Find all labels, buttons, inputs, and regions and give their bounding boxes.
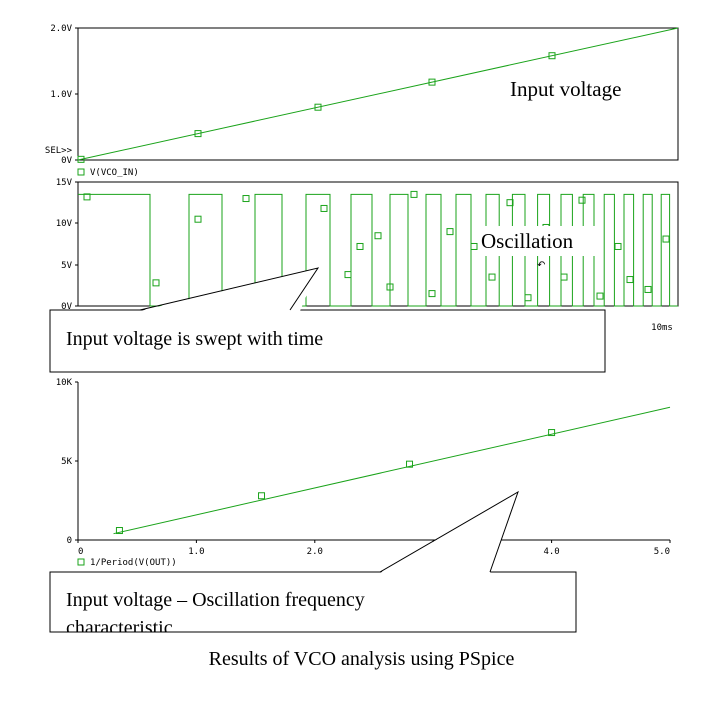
chart3-xtick-label: 5.0 [654,547,670,557]
chart1-ytick-label: 0V [61,156,72,166]
oscillation-point [614,242,622,250]
chart2-xtick-end-label: 10ms [651,323,673,333]
oscillation-point [356,242,364,250]
oscillation-point [428,290,436,298]
chart1-legend-marker [77,168,85,176]
chart1-ytick-label: 2.0V [50,24,72,34]
oscillation-point [578,196,586,204]
oscillation-point [524,294,532,302]
chart3-ytick-label: 10K [56,378,73,388]
oscillation-point [446,228,454,236]
frequency-callout-line1: Input voltage – Oscillation frequency [66,589,365,611]
oscillation-point [596,292,604,300]
oscillation-point [410,190,418,198]
oscillation-markers [83,190,670,309]
oscillation-point [386,283,394,291]
input-voltage-annotation: Input voltage [510,77,621,101]
chart3-xtick-label: 2.0 [307,547,323,557]
chart3-xtick-label: 0 [78,547,83,557]
sweep-callout-box [49,309,606,373]
chart2-ytick-label: 10V [56,219,73,229]
oscillation-point [488,273,496,281]
cursor-mark: ↶ [537,260,545,271]
chart3-xtick-label: 4.0 [543,547,559,557]
sel-label: SEL>> [45,146,73,156]
input-voltage-point [77,155,85,163]
frequency-point [548,429,556,437]
oscillation-point [560,273,568,281]
frequency-callout-pointer [379,490,519,573]
oscillation-point [83,193,91,201]
frequency-series-line [113,406,671,535]
chart3-ytick-label: 5K [61,457,72,467]
figure-caption: Results of VCO analysis using PSpice [208,648,515,670]
chart3-ytick-label: 0 [67,536,72,546]
input-voltage-series-line [77,27,679,161]
oscillation-point [374,232,382,240]
chart3-x-ticks: 01.02.03.04.05.0 [77,540,671,557]
oscillation-point [194,215,202,223]
frequency-callout-line2: characteristic [66,617,173,639]
frequency-markers [115,429,556,535]
oscillation-point [626,276,634,284]
oscillation-point [152,279,160,287]
chart2-ytick-label: 0V [61,302,72,312]
sweep-callout: Input voltage is swept with time [49,267,606,373]
input-voltage-markers [77,52,556,163]
input-voltage-point [314,103,322,111]
input-voltage-point [194,130,202,138]
frequency-point [258,492,266,500]
frequency-point [406,460,414,468]
sweep-callout-pointer [139,267,320,311]
chart1-legend-text: V(VCO_IN) [90,168,139,178]
oscillation-annotation-bg [478,226,598,256]
frequency-point [115,527,123,535]
frequency-callout: Input voltage – Oscillation frequency ch… [49,490,577,639]
oscillation-point [344,271,352,279]
chart3-xtick-label: 1.0 [188,547,204,557]
oscillation-chart: 15V 10V 5V 0V 10ms Oscillation ↶ [56,178,679,333]
oscillation-point [242,195,250,203]
input-voltage-chart: 2.0V 1.0V 0V SEL>> V(VCO_IN) Input volta… [45,24,679,178]
sweep-callout-text: Input voltage is swept with time [66,328,323,350]
input-voltage-point [548,52,556,60]
frequency-chart: 10K 5K 0 01.02.03.04.05.0 1/Period(V(OUT… [56,378,671,568]
chart3-legend-marker [77,558,85,566]
oscillation-point [320,204,328,212]
oscillation-point [506,199,514,207]
oscillation-annotation: Oscillation [481,229,574,253]
oscillation-point [662,235,670,243]
chart2-ytick-label: 15V [56,178,73,188]
chart2-ytick-label: 5V [61,261,72,271]
oscillation-point [470,242,478,250]
oscillation-point [644,285,652,293]
input-voltage-point [428,78,436,86]
chart3-legend-text: 1/Period(V(OUT)) [90,558,177,568]
chart1-ytick-label: 1.0V [50,90,72,100]
